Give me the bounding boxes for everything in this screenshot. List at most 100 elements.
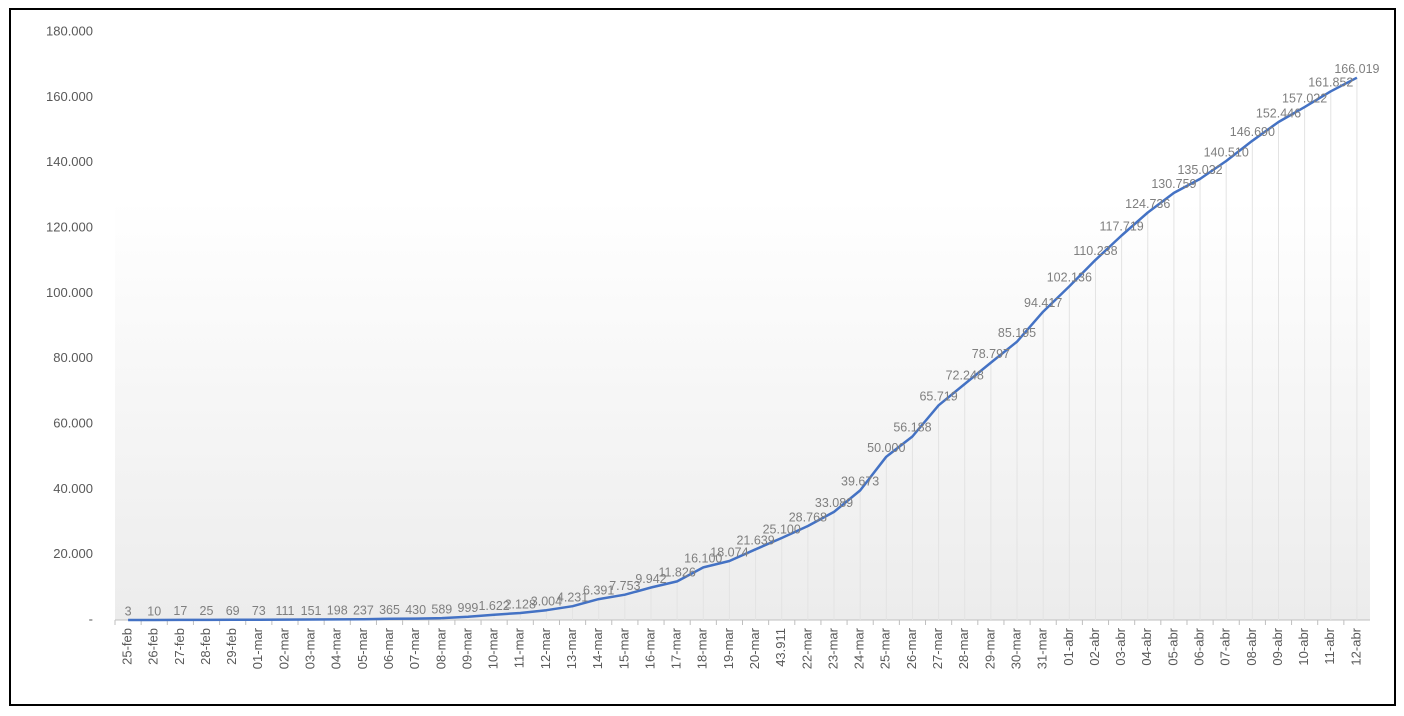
data-label: 10 xyxy=(147,604,161,618)
x-tick-label: 01-abr xyxy=(1061,627,1076,665)
y-tick-label: 80.000 xyxy=(53,350,93,365)
x-tick-label: 26-mar xyxy=(904,627,919,669)
x-tick-label: 04-abr xyxy=(1139,627,1154,665)
x-tick-label: 02-abr xyxy=(1087,627,1102,665)
data-label: 3 xyxy=(125,604,132,618)
data-label: 78.797 xyxy=(972,347,1010,361)
data-label: 65.719 xyxy=(919,390,957,404)
y-tick-label: 120.000 xyxy=(46,219,93,234)
x-tick-label: 27-mar xyxy=(930,627,945,669)
y-tick-label: 160.000 xyxy=(46,89,93,104)
x-tick-label: 18-mar xyxy=(695,627,710,669)
data-label: 6.391 xyxy=(583,583,614,597)
x-tick-label: 05-mar xyxy=(355,627,370,669)
data-label: 21.639 xyxy=(736,534,774,548)
data-label: 1.622 xyxy=(478,599,509,613)
data-label: 16.100 xyxy=(684,552,722,566)
x-tick-label: 06-mar xyxy=(381,627,396,669)
data-label: 56.188 xyxy=(893,421,931,435)
y-tick-label: 100.000 xyxy=(46,285,93,300)
x-tick-label: 43.911 xyxy=(773,628,788,667)
x-tick-label: 25-feb xyxy=(120,628,135,665)
x-tick-label: 10-mar xyxy=(486,627,501,669)
series-line xyxy=(128,76,1358,622)
x-tick-label: 06-abr xyxy=(1191,627,1206,665)
data-label: 140.510 xyxy=(1204,145,1249,159)
x-tick-label: 08-abr xyxy=(1244,627,1259,665)
y-tick-label: 60.000 xyxy=(53,415,93,430)
data-label: 17 xyxy=(173,604,187,618)
x-tick-label: 07-mar xyxy=(407,627,422,669)
data-label: 102.136 xyxy=(1047,271,1092,285)
data-label: 85.195 xyxy=(998,326,1036,340)
x-tick-label: 22-mar xyxy=(799,627,814,669)
data-label: 110.238 xyxy=(1073,244,1117,258)
data-label: 7.753 xyxy=(609,579,640,593)
y-tick-label: 40.000 xyxy=(53,481,93,496)
data-label: 4.231 xyxy=(557,590,588,604)
x-tick-label: 07-abr xyxy=(1218,627,1233,665)
data-label: 152.446 xyxy=(1256,106,1301,120)
data-label: 9.942 xyxy=(635,572,666,586)
x-tick-label: 08-mar xyxy=(433,627,448,669)
data-label: 73 xyxy=(252,604,266,618)
x-tick-label: 23-mar xyxy=(825,627,840,669)
data-label: 28.768 xyxy=(789,510,827,524)
data-label: 198 xyxy=(327,604,348,618)
data-label: 3.004 xyxy=(531,594,562,608)
data-label: 135.032 xyxy=(1177,163,1222,177)
data-label: 72.248 xyxy=(946,368,984,382)
x-tick-label: 11-abr xyxy=(1322,627,1337,664)
data-label: 18.074 xyxy=(710,545,748,559)
x-tick-label: 29-mar xyxy=(982,627,997,669)
data-label: 161.852 xyxy=(1308,76,1353,90)
x-tick-label: 17-mar xyxy=(669,627,684,669)
data-label: 999 xyxy=(458,601,479,615)
data-label: 130.759 xyxy=(1151,177,1196,191)
x-tick-label: 12-abr xyxy=(1348,627,1363,665)
x-tick-label: 12-mar xyxy=(538,627,553,669)
x-tick-label: 16-mar xyxy=(642,627,657,669)
x-tick-label: 30-mar xyxy=(1008,627,1023,669)
x-tick-label: 03-abr xyxy=(1113,627,1128,665)
y-tick-label: 20.000 xyxy=(53,546,93,561)
data-label: 39.673 xyxy=(841,475,879,489)
data-label: 430 xyxy=(405,603,426,617)
x-tick-label: 26-feb xyxy=(146,628,161,665)
x-tick-label: 31-mar xyxy=(1035,627,1050,669)
data-label: 111 xyxy=(275,604,294,618)
x-tick-label: 29-feb xyxy=(224,628,239,665)
x-tick-label: 09-abr xyxy=(1270,627,1285,665)
x-tick-label: 11-mar xyxy=(512,627,527,668)
x-tick-label: 04-mar xyxy=(329,627,344,669)
x-tick-label: 02-mar xyxy=(276,627,291,669)
data-label: 25 xyxy=(200,604,214,618)
data-label: 50.000 xyxy=(867,441,905,455)
data-label: 69 xyxy=(226,604,240,618)
x-tick-label: 20-mar xyxy=(747,627,762,669)
data-label: 151 xyxy=(301,604,322,618)
data-label: 25.100 xyxy=(763,522,801,536)
plot-background xyxy=(115,200,1370,620)
data-label: 589 xyxy=(431,602,452,616)
data-label: 157.022 xyxy=(1282,91,1327,105)
data-label: 117.719 xyxy=(1099,220,1143,234)
data-label: 33.089 xyxy=(815,496,853,510)
x-tick-label: 28-feb xyxy=(198,628,213,665)
x-tick-label: 05-abr xyxy=(1165,627,1180,665)
x-tick-label: 15-mar xyxy=(616,627,631,669)
data-label: 2.128 xyxy=(505,597,536,611)
x-tick-label: 25-mar xyxy=(878,627,893,669)
x-tick-label: 10-abr xyxy=(1296,627,1311,665)
x-tick-label: 01-mar xyxy=(250,627,265,669)
data-label: 365 xyxy=(379,603,400,617)
data-label: 11.826 xyxy=(658,566,695,580)
y-tick-label: 180.000 xyxy=(46,23,93,38)
data-label: 166.019 xyxy=(1334,62,1379,76)
x-tick-label: 13-mar xyxy=(564,627,579,669)
data-label: 94.417 xyxy=(1024,296,1062,310)
x-tick-label: 24-mar xyxy=(852,627,867,669)
x-tick-label: 19-mar xyxy=(721,627,736,669)
y-tick-label: 140.000 xyxy=(46,154,93,169)
